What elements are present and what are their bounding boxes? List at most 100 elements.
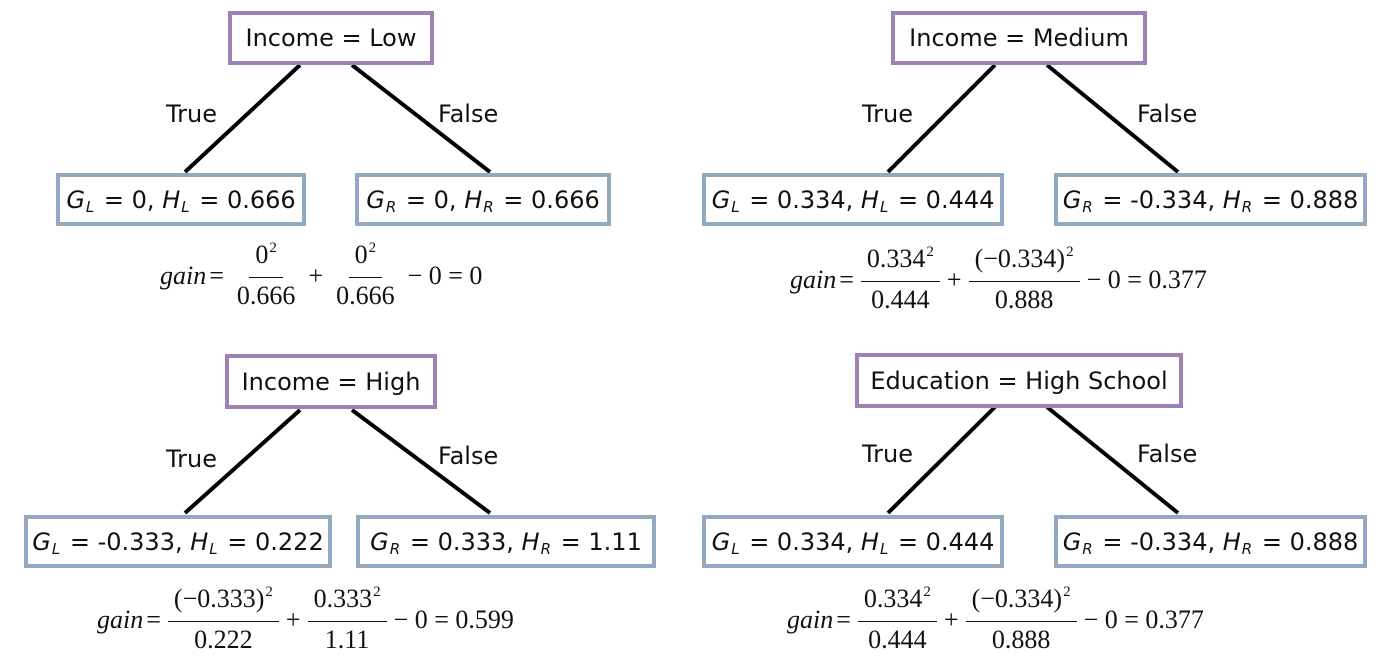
h-symbol: H bbox=[521, 527, 540, 556]
exponent: 2 bbox=[923, 584, 931, 600]
h-subscript: L bbox=[879, 197, 889, 216]
fraction-right: 02 0.666 bbox=[330, 240, 401, 311]
exponent: 2 bbox=[1066, 244, 1074, 260]
gain-result: − 0 = 0.599 bbox=[393, 604, 514, 634]
fraction-right: 0.3332 1.11 bbox=[307, 584, 387, 655]
equals-sign: = bbox=[836, 604, 851, 634]
numerator: (−0.334)2 bbox=[968, 244, 1080, 282]
branch-false-label: False bbox=[1137, 100, 1198, 128]
gain-formula: gain = (−0.333)2 0.222 + 0.3332 1.11 − 0… bbox=[97, 584, 517, 655]
h-symbol: H bbox=[860, 527, 879, 556]
g-symbol: G bbox=[1062, 527, 1082, 556]
g-subscript: R bbox=[1082, 197, 1093, 216]
fraction-right: (−0.334)2 0.888 bbox=[965, 584, 1077, 655]
numerator-value: (−0.333) bbox=[173, 584, 265, 613]
branch-true-label: True bbox=[166, 445, 217, 473]
gain-formula: gain = 02 0.666 + 02 0.666 − 0 = 0 bbox=[160, 240, 485, 311]
denominator: 0.666 bbox=[236, 281, 296, 310]
split-label: Income = Medium bbox=[909, 24, 1129, 52]
split-node: Education = High School bbox=[855, 353, 1183, 408]
h-value: = 0.444 bbox=[890, 527, 995, 556]
edge-true bbox=[886, 405, 997, 515]
gain-result: − 0 = 0.377 bbox=[1083, 604, 1204, 634]
equals-sign: = bbox=[146, 604, 161, 634]
g-subscript: R bbox=[385, 197, 397, 216]
g-subscript: R bbox=[1082, 539, 1093, 558]
numerator-value: 0.334 bbox=[866, 244, 926, 273]
fraction-left: (−0.333)2 0.222 bbox=[167, 584, 279, 655]
exponent: 2 bbox=[265, 584, 273, 600]
numerator: 02 bbox=[348, 240, 383, 278]
denominator: 0.444 bbox=[871, 285, 930, 314]
plus-sign: + bbox=[308, 260, 324, 290]
equals-sign: = bbox=[209, 260, 224, 290]
fraction-right: (−0.334)2 0.888 bbox=[968, 244, 1080, 315]
h-subscript: R bbox=[1241, 539, 1253, 558]
g-value: = 0.333, bbox=[402, 527, 522, 556]
fraction-left: 0.3342 0.444 bbox=[860, 244, 940, 315]
g-symbol: G bbox=[711, 185, 731, 214]
split-label: Income = High bbox=[241, 367, 421, 396]
h-value: = 0.444 bbox=[890, 185, 995, 214]
denominator: 0.444 bbox=[868, 625, 927, 654]
h-subscript: L bbox=[879, 539, 889, 558]
gain-result: − 0 = 0.377 bbox=[1086, 264, 1207, 294]
numerator-value: 0.334 bbox=[863, 584, 923, 613]
g-subscript: L bbox=[731, 539, 740, 558]
g-subscript: L bbox=[51, 539, 61, 558]
h-value: = 0.666 bbox=[495, 185, 600, 214]
h-symbol: H bbox=[860, 185, 879, 214]
split-node: Income = Medium bbox=[891, 11, 1147, 65]
gain-word: gain bbox=[160, 260, 207, 290]
branch-false-label: False bbox=[438, 100, 499, 128]
numerator-value: 0.333 bbox=[313, 584, 373, 613]
denominator: 0.888 bbox=[991, 625, 1051, 654]
numerator: (−0.333)2 bbox=[167, 584, 279, 622]
h-value: = 0.666 bbox=[191, 185, 296, 214]
h-value: = 0.888 bbox=[1254, 527, 1359, 556]
exponent: 2 bbox=[926, 244, 934, 260]
numerator-value: (−0.334) bbox=[971, 584, 1063, 613]
denominator: 0.222 bbox=[194, 625, 253, 654]
edge-false bbox=[350, 408, 492, 515]
g-value: = -0.334, bbox=[1094, 527, 1223, 556]
h-subscript: R bbox=[483, 197, 494, 216]
edge-true bbox=[183, 63, 302, 174]
branch-false-label: False bbox=[1137, 440, 1198, 468]
g-symbol: G bbox=[366, 185, 385, 214]
edge-false bbox=[1045, 405, 1180, 515]
exponent: 2 bbox=[269, 240, 277, 256]
exponent: 2 bbox=[368, 240, 377, 256]
gain-word: gain bbox=[790, 264, 837, 294]
h-value: = 0.888 bbox=[1254, 185, 1359, 214]
h-subscript: L bbox=[209, 539, 218, 558]
g-symbol: G bbox=[711, 527, 731, 556]
edge-true bbox=[886, 63, 997, 174]
g-symbol: G bbox=[370, 527, 389, 556]
h-symbol: H bbox=[1222, 527, 1241, 556]
h-symbol: H bbox=[162, 185, 181, 214]
h-symbol: H bbox=[1222, 185, 1241, 214]
numerator: 0.3342 bbox=[857, 584, 937, 622]
branch-true-label: True bbox=[862, 440, 913, 468]
equals-sign: = bbox=[839, 264, 854, 294]
branch-true-label: True bbox=[862, 100, 913, 128]
g-value: = 0.334, bbox=[741, 527, 861, 556]
h-value: = 1.11 bbox=[553, 527, 642, 556]
fraction-left: 0.3342 0.444 bbox=[857, 584, 937, 655]
h-subscript: R bbox=[540, 539, 552, 558]
plus-sign: + bbox=[943, 604, 959, 634]
numerator-value: 0 bbox=[354, 240, 368, 269]
g-subscript: R bbox=[389, 539, 401, 558]
h-subscript: L bbox=[181, 197, 190, 216]
gain-formula: gain = 0.3342 0.444 + (−0.334)2 0.888 − … bbox=[790, 244, 1210, 315]
h-subscript: R bbox=[1241, 197, 1253, 216]
edge-false bbox=[350, 63, 492, 174]
